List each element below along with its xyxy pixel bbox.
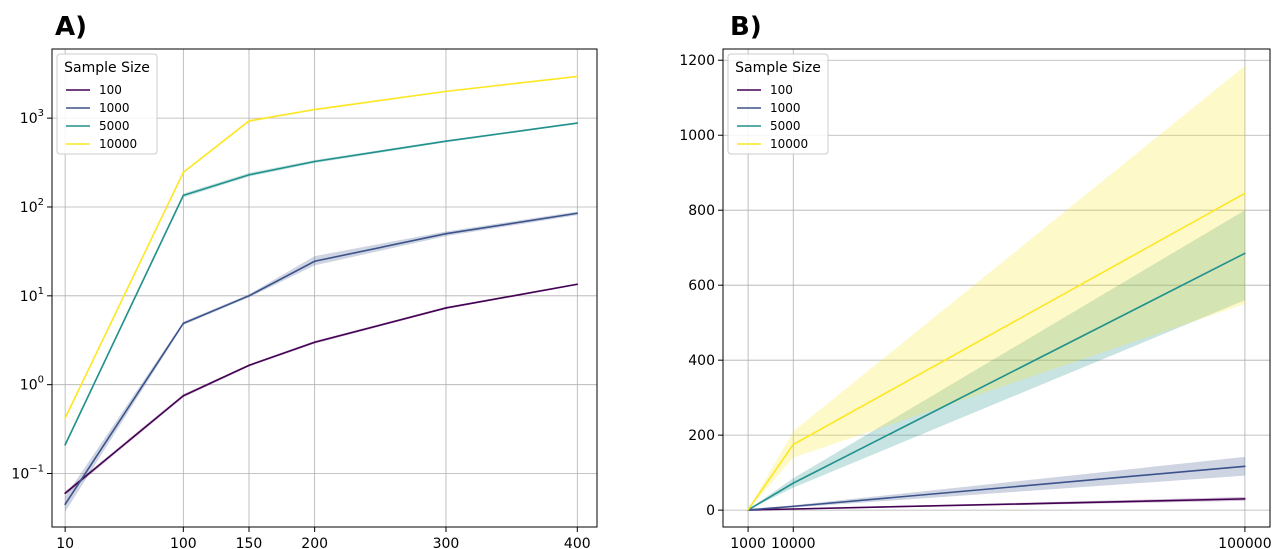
- panel-a-point-10000: [313, 108, 316, 111]
- panel-b-legend: Sample Size 100 1000 5000 10000: [727, 53, 829, 155]
- panel-b-band-10000: [748, 65, 1245, 510]
- panel-b-legend-label-5000: 5000: [770, 119, 801, 133]
- panel-a-y-tick-label: 10−1: [11, 464, 44, 483]
- panel-b-legend-title: Sample Size: [735, 60, 821, 76]
- panel-a-legend-title: Sample Size: [64, 60, 150, 76]
- panel-a-line-1000: [64, 212, 578, 505]
- panel-a-line-5000: [64, 122, 578, 446]
- panel-a-y-tick-label: 100: [20, 375, 44, 394]
- panel-a-point-10000: [576, 75, 579, 78]
- panel-a-point-5000: [313, 160, 316, 163]
- panel-a-point-10000: [182, 171, 185, 174]
- panel-a-legend-label-100: 100: [99, 83, 122, 97]
- panel-a-point-100: [182, 394, 185, 397]
- panel-b-legend-label-1000: 1000: [770, 101, 801, 115]
- panel-a-point-1000: [64, 503, 66, 506]
- panel-a-plot: 10 100 150 200 300 400 10−1 100 101 102 103 Sample …: [11, 48, 598, 549]
- panel-b-y-tick-label: 0: [706, 503, 715, 519]
- panel-a-y-tick-label: 101: [20, 286, 44, 305]
- panel-a-y-tick-label: 102: [20, 197, 44, 216]
- panel-b-axes-frame: [722, 48, 1271, 528]
- panel-a-point-10000: [64, 417, 66, 419]
- panel-a-point-10000: [248, 120, 250, 122]
- panel-b-point-10000: [747, 508, 749, 511]
- panel-a-legend-label-1000: 1000: [99, 101, 130, 115]
- panel-b-point-100: [1244, 498, 1246, 500]
- panel-a-band-1000: [65, 211, 578, 512]
- panel-a-legend-box: [56, 53, 158, 155]
- panel-b-legend-box: [727, 53, 829, 155]
- panel-a-line-100: [64, 283, 578, 494]
- panel-a-point-100: [445, 307, 447, 309]
- panel-b-x-tick-label: 1000: [730, 536, 766, 549]
- panel-a-point-1000: [182, 322, 185, 325]
- panel-a-line-10000: [64, 75, 578, 419]
- panel-a-point-5000: [445, 140, 447, 143]
- panel-a-legend-label-5000: 5000: [99, 119, 130, 133]
- panel-a-axes-frame: [51, 48, 598, 528]
- panel-b-legend-label-100: 100: [770, 83, 793, 97]
- panel-b-y-tick-label: 200: [688, 428, 715, 444]
- panel-b-point-10000: [792, 443, 795, 446]
- panel-b-plot: 1000 10000 100000 0 200 400 600 800 1000 1200 Samp…: [679, 48, 1272, 549]
- panel-a-point-1000: [445, 232, 447, 235]
- panel-b-y-tick-label: 1000: [679, 128, 715, 144]
- panel-b-y-tick-label: 800: [688, 203, 715, 219]
- panel-b-y-tick-label: 600: [688, 278, 715, 294]
- panel-a-point-100: [64, 492, 66, 495]
- panel-a-point-1000: [313, 260, 316, 263]
- panel-b-y-tick-label: 400: [688, 353, 715, 369]
- panel-b-point-1000: [792, 505, 795, 508]
- panel-a-point-100: [313, 341, 316, 344]
- panel-a-point-1000: [576, 212, 579, 215]
- panel-a-legend-label-10000: 10000: [99, 137, 137, 151]
- panel-b-point-100: [792, 508, 795, 510]
- panel-a-point-5000: [182, 194, 185, 197]
- panel-a-point-5000: [248, 174, 250, 176]
- panel-a-point-5000: [576, 122, 579, 124]
- panel-b-x-tick-label: 100000: [1218, 536, 1271, 549]
- panel-a-x-tick-label: 400: [564, 536, 591, 549]
- panel-b-band-5000: [748, 210, 1245, 511]
- panel-b-y-tick-label: 1200: [679, 53, 715, 69]
- panel-b-label: B): [730, 12, 762, 42]
- panel-b-point-1000: [1244, 465, 1246, 468]
- panel-a-point-1000: [248, 295, 250, 297]
- panel-a-label: A): [55, 12, 87, 42]
- panel-a-point-10000: [445, 90, 447, 93]
- panel-a-x-tick-label: 300: [433, 536, 460, 549]
- panel-b-point-5000: [1244, 252, 1246, 255]
- panel-b-point-5000: [792, 482, 795, 484]
- panel-a-y-tick-label: 103: [20, 108, 44, 127]
- panel-a-x-tick-label: 10: [56, 536, 74, 549]
- panel-b-point-10000: [1244, 192, 1246, 195]
- panel-a-point-5000: [64, 444, 66, 446]
- panel-a-legend: Sample Size 100 1000 5000 10000: [56, 53, 158, 155]
- panel-a-x-tick-label: 100: [170, 536, 197, 549]
- panel-a-point-100: [576, 283, 579, 286]
- panel-a-point-100: [248, 364, 250, 367]
- panel-b-x-tick-label: 10000: [771, 536, 816, 549]
- panel-a-x-tick-label: 150: [236, 536, 263, 549]
- panel-b-legend-label-10000: 10000: [770, 137, 808, 151]
- panel-a-x-tick-label: 200: [301, 536, 328, 549]
